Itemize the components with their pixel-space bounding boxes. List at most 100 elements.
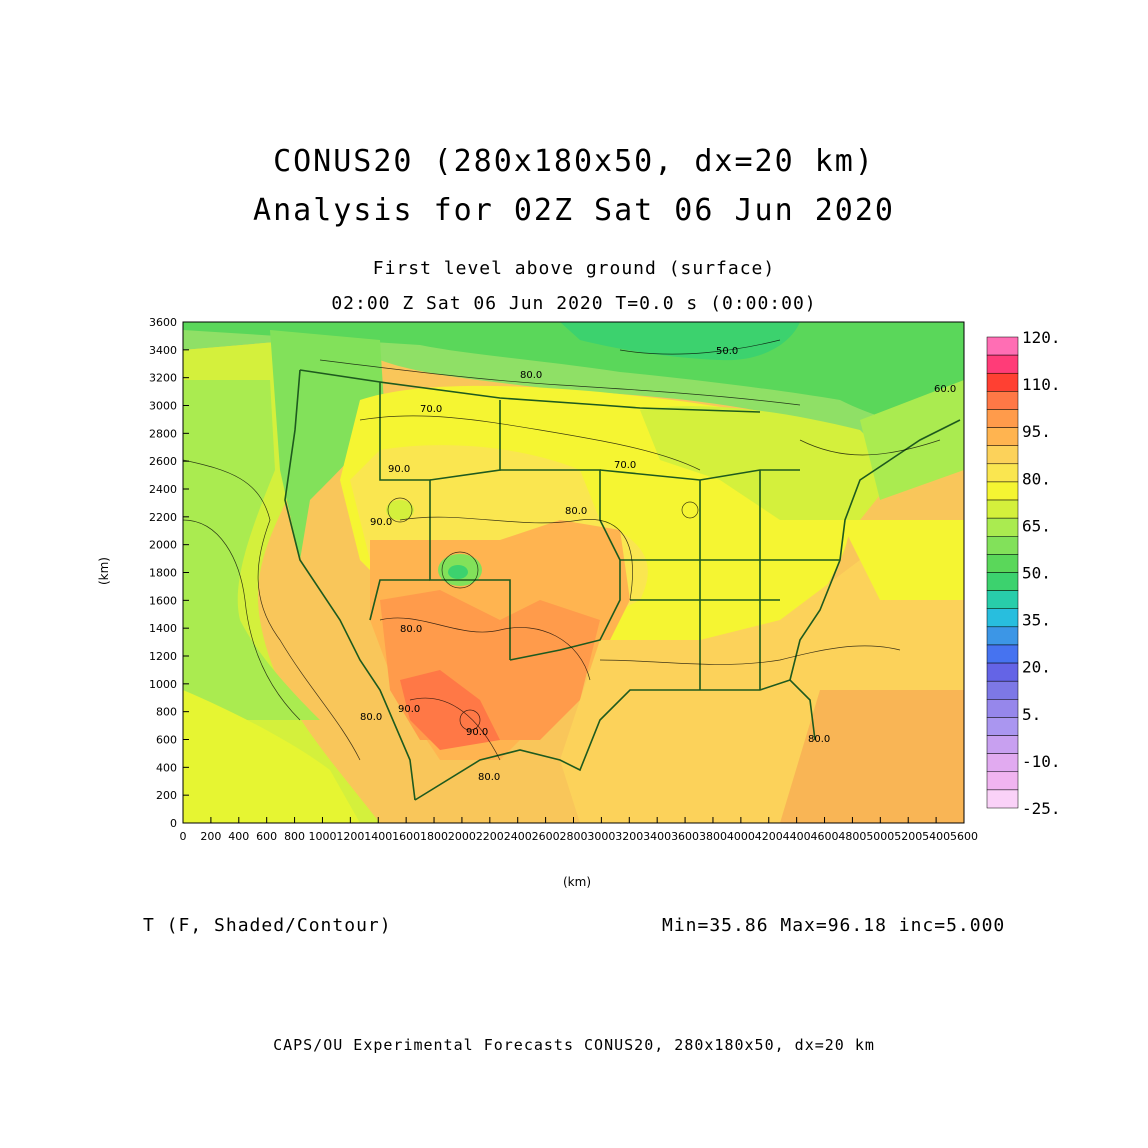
- x-tick-label: 2200: [476, 830, 504, 843]
- colorbar-swatch: [986, 391, 1019, 410]
- contour-label: 90.0: [388, 464, 410, 475]
- colorbar-swatch: [986, 699, 1019, 718]
- colorbar-swatch: [986, 771, 1019, 791]
- colorbar-swatch: [986, 536, 1019, 555]
- x-tick-label: 2600: [532, 830, 560, 843]
- colorbar-swatch: [986, 427, 1019, 446]
- y-tick-label: 0: [170, 817, 177, 830]
- y-axis-label: (km): [97, 556, 112, 586]
- footer-credit: CAPS/OU Experimental Forecasts CONUS20, …: [273, 1036, 875, 1054]
- x-tick-label: 1600: [392, 830, 420, 843]
- contour-label: 80.0: [360, 712, 382, 723]
- contour-label-group: 80.0 70.0 50.0 60.0 80.0 90.0 70.0 80.0 …: [360, 346, 956, 783]
- colorbar-label: 5.: [1022, 705, 1041, 724]
- colorbar-swatch: [986, 372, 1019, 392]
- x-tick-label: 4200: [755, 830, 783, 843]
- contour-label: 80.0: [520, 370, 542, 381]
- y-tick-label: 2400: [149, 483, 177, 496]
- contour-label: 90.0: [398, 704, 420, 715]
- map-title: CONUS20 (280x180x50, dx=20 km): [273, 144, 875, 179]
- field-statistics: Min=35.86 Max=96.18 inc=5.000: [662, 915, 1006, 936]
- x-tick-label: 2400: [504, 830, 532, 843]
- x-tick-label: 4400: [783, 830, 811, 843]
- colorbar-label: 50.: [1022, 564, 1051, 583]
- x-tick-label: 3600: [671, 830, 699, 843]
- colorbar-swatch: [986, 572, 1019, 591]
- shaded-temperature-field: [183, 322, 964, 823]
- y-axis-ticks: 0 200 400 600 800 1000 1200 1400 1600 1800 2000 220…: [149, 316, 189, 830]
- x-tick-label: 4600: [811, 830, 839, 843]
- y-tick-label: 1200: [149, 650, 177, 663]
- map-analysis-time: Analysis for 02Z Sat 06 Jun 2020: [253, 193, 895, 228]
- political-boundaries: [284, 369, 961, 801]
- colorbar-swatch: [986, 735, 1019, 754]
- colorbar-swatch: [986, 499, 1019, 519]
- x-axis-label: (km): [563, 875, 592, 889]
- y-tick-label: 1400: [149, 622, 177, 635]
- x-tick-label: 400: [228, 830, 249, 843]
- x-tick-label: 600: [256, 830, 277, 843]
- colorbar-swatch: [986, 644, 1019, 664]
- y-tick-label: 200: [156, 789, 177, 802]
- contour-label: 80.0: [400, 624, 422, 635]
- colorbar-swatch: [986, 554, 1019, 573]
- x-tick-label: 3800: [699, 830, 727, 843]
- y-tick-label: 3600: [149, 316, 177, 329]
- colorbar-swatch: [986, 409, 1019, 428]
- x-tick-label: 2800: [560, 830, 588, 843]
- colorbar-swatch: [986, 626, 1019, 646]
- x-tick-label: 4000: [727, 830, 755, 843]
- temperature-contours: [183, 339, 941, 761]
- contour-label: 70.0: [614, 460, 636, 471]
- colorbar-label: 110.: [1022, 375, 1061, 394]
- x-tick-label: 2000: [448, 830, 476, 843]
- x-tick-label: 5600: [950, 830, 978, 843]
- x-tick-label: 5200: [894, 830, 922, 843]
- y-tick-label: 1600: [149, 594, 177, 607]
- x-tick-label: 5000: [866, 830, 894, 843]
- x-tick-label: 1400: [364, 830, 392, 843]
- x-axis-ticks: 0 200 400 600 800 1000 1200 1400 1600 1800 2000 220…: [180, 817, 978, 843]
- colorbar-label: 20.: [1022, 658, 1051, 677]
- valid-time: 02:00 Z Sat 06 Jun 2020 T=0.0 s (0:00:00…: [331, 293, 817, 314]
- colorbar-label: -10.: [1022, 752, 1061, 771]
- colorbar-label: 65.: [1022, 516, 1051, 535]
- y-tick-label: 600: [156, 734, 177, 747]
- contour-label: 90.0: [370, 517, 392, 528]
- colorbar-swatch: [986, 590, 1019, 609]
- contour-label: 80.0: [478, 772, 500, 783]
- y-tick-label: 2000: [149, 539, 177, 552]
- x-tick-label: 1000: [308, 830, 336, 843]
- x-tick-label: 800: [284, 830, 305, 843]
- colorbar-swatch: [986, 463, 1019, 483]
- x-tick-label: 200: [200, 830, 221, 843]
- level-description: First level above ground (surface): [372, 258, 776, 279]
- field-description: T (F, Shaded/Contour): [143, 915, 392, 936]
- colorbar-swatch: [986, 753, 1019, 773]
- y-tick-label: 3400: [149, 344, 177, 357]
- y-tick-label: 3000: [149, 400, 177, 413]
- x-tick-label: 1200: [336, 830, 364, 843]
- y-tick-label: 2800: [149, 427, 177, 440]
- y-tick-label: 1000: [149, 678, 177, 691]
- x-tick-label: 5400: [922, 830, 950, 843]
- contour-label: 70.0: [420, 404, 442, 415]
- y-tick-label: 2600: [149, 455, 177, 468]
- colorbar-swatch: [986, 354, 1019, 374]
- y-tick-label: 3200: [149, 372, 177, 385]
- colorbar-swatch: [986, 481, 1019, 501]
- contour-label: 60.0: [934, 384, 956, 395]
- colorbar-swatch: [986, 680, 1019, 700]
- y-tick-label: 2200: [149, 511, 177, 524]
- contour-label: 80.0: [808, 734, 830, 745]
- colorbar-label: 80.: [1022, 469, 1051, 488]
- y-tick-label: 800: [156, 706, 177, 719]
- x-tick-label: 0: [180, 830, 187, 843]
- colorbar-swatch: [986, 445, 1019, 465]
- colorbar-label: 95.: [1022, 422, 1051, 441]
- colorbar-swatch: [986, 717, 1019, 736]
- colorbar: 120. 110. 95. 80. 65. 50. 35. 20. 5. -10. -25.: [986, 328, 1061, 818]
- contour-label: 80.0: [565, 506, 587, 517]
- x-tick-label: 3400: [643, 830, 671, 843]
